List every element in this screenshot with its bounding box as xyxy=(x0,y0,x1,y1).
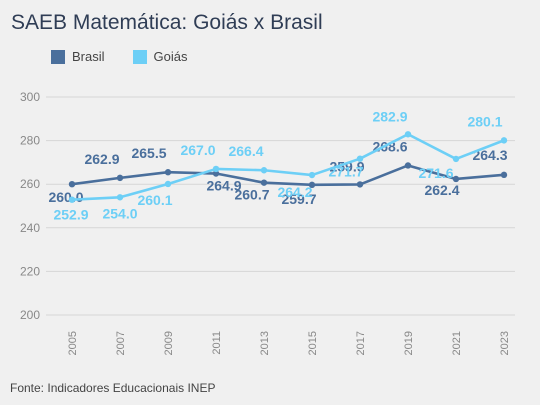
data-point xyxy=(260,167,268,174)
x-tick-label: 2015 xyxy=(307,331,319,355)
data-label: 254.0 xyxy=(102,205,137,221)
data-point xyxy=(68,196,76,203)
legend-swatch-brasil xyxy=(51,49,65,64)
legend-swatch-goias xyxy=(132,49,147,64)
y-tick-label: 260 xyxy=(20,177,40,191)
legend-item-goias[interactable]: Goiás xyxy=(132,49,188,64)
x-tick-label: 2021 xyxy=(451,331,463,355)
series-line-brasil xyxy=(71,164,505,187)
data-label: 264.9 xyxy=(206,178,241,194)
data-point xyxy=(212,170,220,177)
data-label: 264.2 xyxy=(277,184,312,200)
data-point xyxy=(500,171,508,179)
data-label: 259.7 xyxy=(281,191,316,207)
data-label: 264.3 xyxy=(472,147,507,163)
data-label: 260.1 xyxy=(137,192,172,208)
data-point xyxy=(500,137,508,144)
data-label: 282.9 xyxy=(372,108,407,124)
data-point xyxy=(212,165,220,173)
x-tick-label: 2007 xyxy=(115,331,127,355)
x-tick-label: 2013 xyxy=(259,331,271,355)
data-point xyxy=(260,179,268,186)
data-point xyxy=(308,181,316,189)
data-point xyxy=(116,174,124,182)
y-tick-label: 200 xyxy=(20,308,40,322)
legend-item-brasil[interactable]: Brasil xyxy=(51,49,105,64)
data-label: 252.9 xyxy=(53,207,88,223)
y-tick-label: 280 xyxy=(20,134,40,148)
x-tick-label: 2019 xyxy=(403,331,415,355)
data-label: 280.1 xyxy=(467,113,502,129)
x-tick-label: 2009 xyxy=(163,331,175,355)
legend: Brasil Goiás xyxy=(51,49,187,64)
legend-label-goias: Goiás xyxy=(153,49,188,64)
data-label: 260.0 xyxy=(48,189,83,205)
data-point xyxy=(164,180,172,188)
series-line-goias xyxy=(71,132,505,201)
data-point xyxy=(356,181,364,188)
y-tick-label: 240 xyxy=(20,221,40,235)
source-note: Fonte: Indicadores Educacionais INEP xyxy=(10,381,216,395)
legend-label-brasil: Brasil xyxy=(72,49,105,64)
y-tick-label: 300 xyxy=(20,90,40,104)
data-label: 265.5 xyxy=(131,145,166,161)
data-label: 262.9 xyxy=(84,151,119,167)
x-tick-label: 2005 xyxy=(67,331,79,355)
data-point xyxy=(356,155,364,162)
data-point xyxy=(116,194,124,201)
data-label: 262.4 xyxy=(424,182,459,198)
data-point xyxy=(404,131,412,138)
data-label: 259.9 xyxy=(329,158,364,174)
chart-title: SAEB Matemática: Goiás x Brasil xyxy=(11,11,323,34)
data-point xyxy=(452,155,460,163)
data-label: 268.6 xyxy=(372,138,407,154)
data-label: 260.7 xyxy=(234,187,269,203)
x-tick-label: 2011 xyxy=(211,331,223,355)
data-point xyxy=(68,181,76,188)
data-point xyxy=(164,169,172,176)
data-label: 267.0 xyxy=(180,142,215,158)
y-tick-label: 220 xyxy=(20,264,40,278)
data-point xyxy=(452,175,460,183)
x-tick-label: 2023 xyxy=(499,331,511,355)
x-tick-label: 2017 xyxy=(355,331,367,355)
data-point xyxy=(404,162,412,169)
data-label: 271.6 xyxy=(418,165,453,181)
data-label: 271.7 xyxy=(328,164,363,180)
data-label: 266.4 xyxy=(228,143,263,159)
data-point xyxy=(308,171,316,179)
